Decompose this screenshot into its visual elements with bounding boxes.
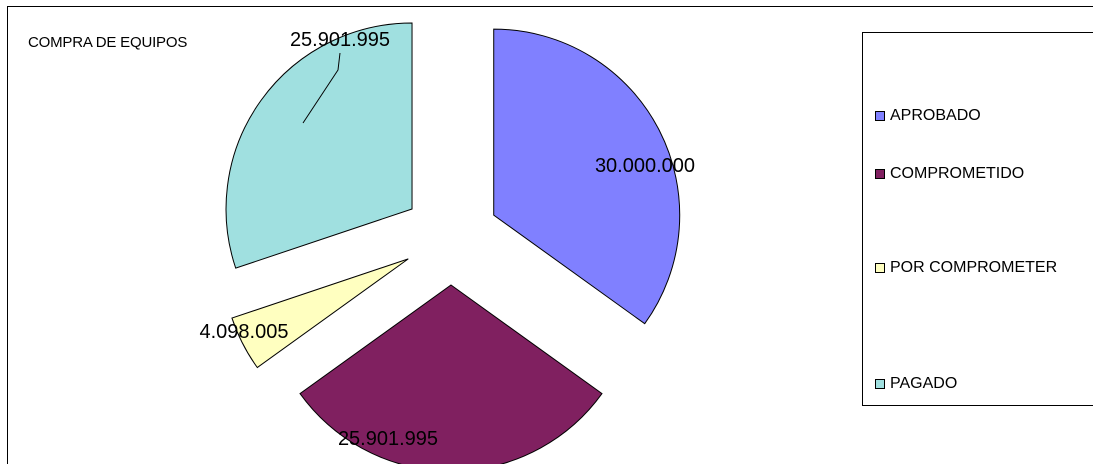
legend: APROBADO COMPROMETIDO POR COMPROMETER PA… (862, 32, 1093, 406)
legend-label: PAGADO (890, 375, 958, 392)
slice-comprometido (299, 284, 603, 464)
legend-swatch (875, 263, 885, 273)
legend-swatch (875, 111, 885, 121)
chart-title: COMPRA DE EQUIPOS (28, 34, 188, 51)
slice-pagado (225, 22, 413, 269)
leader-line-pagado (302, 52, 341, 124)
legend-item-comprometido: COMPROMETIDO (875, 165, 1024, 183)
legend-item-por-comprometer: POR COMPROMETER (875, 259, 1057, 277)
data-label-comprometido: 25.901.995 (338, 428, 438, 450)
data-label-pagado: 25.901.995 (290, 29, 390, 51)
legend-label: COMPROMETIDO (890, 165, 1025, 182)
slice-por-comprometer (231, 258, 409, 369)
legend-label: POR COMPROMETER (890, 259, 1058, 276)
data-label-aprobado: 30.000.000 (595, 155, 695, 177)
legend-item-pagado: PAGADO (875, 375, 957, 393)
legend-item-aprobado: APROBADO (875, 107, 981, 125)
slice-aprobado (493, 28, 681, 325)
legend-label: APROBADO (890, 107, 981, 124)
data-label-por-comprometer: 4.098.005 (200, 321, 289, 343)
chart-frame (7, 6, 1093, 464)
legend-swatch (875, 169, 885, 179)
legend-swatch (875, 379, 885, 389)
